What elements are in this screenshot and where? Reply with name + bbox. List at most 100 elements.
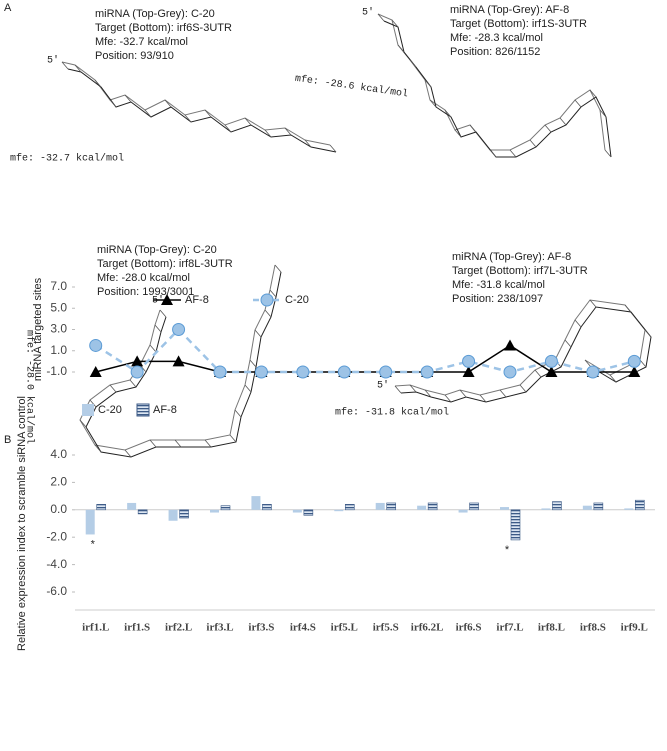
marker — [462, 354, 476, 368]
mfe-label: mfe: -28.6 kcal/mol — [294, 73, 409, 101]
base-pair — [109, 99, 117, 108]
base-pair — [559, 117, 567, 126]
base-pair — [229, 434, 237, 443]
info-line: Position: 1993/3001 — [97, 286, 194, 298]
marker — [89, 366, 102, 377]
info-line: miRNA (Top-Grey): AF-8 — [452, 251, 571, 263]
x-tick-label: irf5.L — [331, 622, 358, 634]
panel-label: A — [4, 2, 12, 14]
base-pair — [149, 344, 157, 353]
x-tick-label: irf1.S — [124, 622, 150, 634]
bar — [582, 505, 592, 510]
charts: -1.0 1.0 3.0 5.0 7.0 miRNA targeted sites AF-8… — [16, 277, 655, 651]
info-line: miRNA (Top-Grey): C-20 — [95, 8, 215, 20]
bar — [262, 504, 272, 511]
base-pair — [444, 394, 452, 403]
mfe-label: mfe: -31.8 kcal/mol — [335, 407, 449, 419]
base-pair — [609, 374, 617, 383]
marker — [172, 355, 185, 367]
bar — [292, 509, 302, 513]
base-pair — [394, 385, 402, 394]
bar — [303, 509, 314, 516]
bar — [624, 508, 634, 510]
strand — [61, 61, 331, 146]
base-pair — [204, 439, 212, 448]
info-line: miRNA (Top-Grey): AF-8 — [450, 4, 569, 16]
base-pair — [234, 409, 242, 418]
base-pair — [534, 369, 542, 378]
bar — [168, 509, 178, 521]
mfe-label: mfe: -28.0 kcal/mol — [23, 330, 35, 444]
marker — [462, 366, 475, 377]
x-tick-label: irf6.S — [456, 622, 482, 634]
strand — [400, 306, 652, 403]
base-pair — [564, 339, 572, 348]
base-pair — [154, 324, 162, 333]
legend-label: AF-8 — [185, 294, 209, 306]
base-pair — [204, 109, 212, 118]
base-pair — [264, 309, 272, 318]
bar — [375, 502, 385, 510]
marker — [172, 323, 186, 336]
y-tick-label: 0.0 — [50, 502, 67, 516]
bar — [552, 501, 562, 511]
info-line: Mfe: -32.7 kcal/mol — [95, 36, 188, 48]
base-pair — [589, 299, 597, 308]
base-pair — [454, 129, 462, 138]
base-pair — [444, 109, 452, 118]
base-pair — [329, 144, 337, 153]
structures: miRNA (Top-Grey): C-20 Target (Bottom): i… — [10, 4, 652, 458]
bar — [634, 499, 645, 511]
base-pair — [624, 304, 632, 313]
y-tick-label: 7.0 — [50, 279, 67, 293]
x-tick-label: irf4.S — [290, 622, 316, 634]
base-pair — [529, 139, 537, 148]
info-line: miRNA (Top-Grey): C-20 — [97, 244, 217, 256]
marker — [254, 365, 268, 379]
y-tick-label: 2.0 — [50, 475, 67, 489]
x-tick-label: irf3.L — [206, 622, 233, 634]
marker — [379, 365, 393, 379]
base-pair — [391, 19, 399, 28]
base-pair — [274, 264, 282, 273]
base-pair — [264, 129, 272, 138]
base-pair — [489, 149, 497, 158]
y-axis-label: Relative expression index to scramble si… — [16, 396, 28, 651]
strand — [394, 299, 646, 396]
marker — [420, 365, 434, 379]
base-pair — [244, 384, 252, 393]
annotation: * — [505, 544, 510, 556]
base-pair — [74, 64, 82, 73]
base-pair — [149, 439, 157, 448]
x-tick-label: irf8.S — [580, 622, 606, 634]
legend-label: C-20 — [285, 294, 309, 306]
base-pair — [224, 124, 232, 133]
base-pair — [409, 59, 417, 68]
marker — [545, 366, 558, 377]
bar — [427, 502, 438, 511]
five-prime: 5′ — [362, 7, 374, 19]
y-tick-label: -1.0 — [46, 364, 67, 378]
base-pair — [639, 359, 647, 368]
base-pair — [584, 359, 592, 368]
base-pair — [284, 127, 292, 136]
x-tick-label: irf2.L — [165, 622, 192, 634]
info-line: Position: 93/910 — [95, 50, 174, 62]
mfe-label: mfe: -32.7 kcal/mol — [10, 153, 124, 165]
base-pair — [424, 79, 432, 88]
base-pair — [144, 109, 152, 118]
bar — [500, 507, 509, 510]
base-pair — [499, 389, 507, 398]
legend-swatch — [82, 404, 94, 416]
marker — [131, 355, 144, 367]
base-pair — [509, 149, 517, 158]
bar — [334, 509, 344, 512]
bar — [344, 504, 355, 511]
bar — [220, 505, 231, 511]
base-pair — [589, 89, 597, 98]
marker — [296, 365, 310, 379]
bar — [251, 496, 261, 510]
marker — [337, 365, 351, 379]
base-pair — [544, 124, 552, 133]
